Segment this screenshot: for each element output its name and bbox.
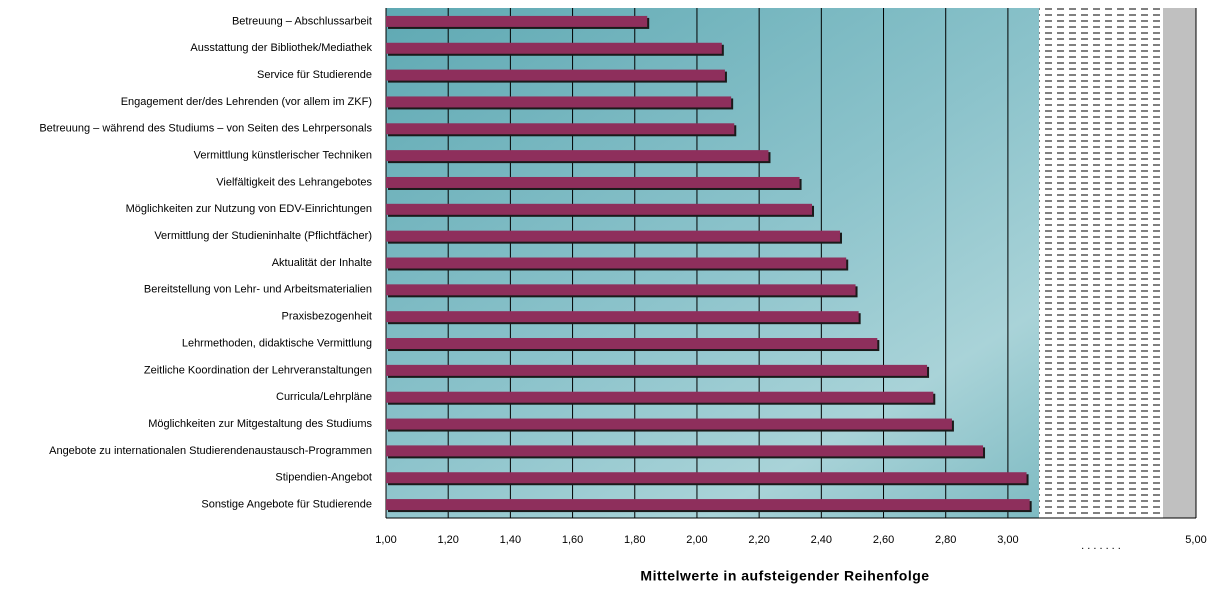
x-tick-label: 2,40 [811, 534, 832, 546]
x-tick-label: 2,60 [873, 534, 894, 546]
y-tick-label: Engagement der/des Lehrenden (vor allem … [121, 96, 372, 108]
bar [386, 15, 648, 27]
x-tick-label: 1,80 [624, 534, 645, 546]
axis-break [1039, 8, 1163, 518]
x-tick-label: 1,60 [562, 534, 583, 546]
y-tick-label: Möglichkeiten zur Mitgestaltung des Stud… [148, 418, 372, 430]
y-tick-label: Sonstige Angebote für Studierende [201, 498, 372, 510]
y-tick-label: Möglichkeiten zur Nutzung von EDV-Einric… [126, 203, 372, 215]
x-tick-label: 2,80 [935, 534, 956, 546]
axis-break-end [1163, 8, 1196, 518]
x-tick-label: 1,40 [500, 534, 521, 546]
bar [386, 364, 928, 376]
bar [386, 418, 952, 430]
x-tick-label: 1,20 [437, 534, 458, 546]
bar [386, 203, 813, 215]
y-tick-label: Betreuung – Abschlussarbeit [232, 15, 372, 27]
x-tick-label: 5,00 [1185, 534, 1206, 546]
y-tick-label: Praxisbezogenheit [281, 311, 372, 323]
x-tick-label: 3,00 [997, 534, 1018, 546]
bar [386, 445, 984, 457]
x-tick-label: 2,00 [686, 534, 707, 546]
bar [386, 176, 800, 188]
bar [386, 311, 859, 323]
y-tick-label: Lehrmethoden, didaktische Vermittlung [182, 337, 372, 349]
x-axis-title: Mittelwerte in aufsteigender Reihenfolge [640, 568, 929, 584]
y-tick-label: Curricula/Lehrpläne [276, 391, 372, 403]
y-tick-label: Vermittlung künstlerischer Techniken [194, 150, 372, 162]
bar [386, 499, 1030, 511]
bar [386, 391, 934, 403]
bar [386, 284, 856, 296]
bar [386, 338, 878, 350]
bar [386, 150, 769, 162]
y-tick-label: Vermittlung der Studieninhalte (Pflichtf… [154, 230, 372, 242]
y-tick-label: Service für Studierende [257, 69, 372, 81]
y-tick-label: Betreuung – während des Studiums – von S… [39, 123, 372, 135]
x-tick-label: 2,20 [748, 534, 769, 546]
y-tick-label: Zeitliche Koordination der Lehrveranstal… [144, 364, 372, 376]
y-tick-label: Stipendien-Angebot [275, 472, 372, 484]
axis-break-label: . . . . . . . [1081, 540, 1121, 552]
y-tick-label: Ausstattung der Bibliothek/Mediathek [190, 42, 372, 54]
bar [386, 257, 847, 269]
bar [386, 96, 732, 108]
bar [386, 230, 840, 242]
bar [386, 123, 735, 135]
y-tick-label: Vielfältigkeit des Lehrangebotes [216, 176, 372, 188]
bar [386, 42, 722, 54]
y-tick-label: Bereitstellung von Lehr- und Arbeitsmate… [144, 284, 372, 296]
y-tick-label: Angebote zu internationalen Studierenden… [49, 445, 372, 457]
bar [386, 69, 725, 81]
y-tick-label: Aktualität der Inhalte [272, 257, 372, 269]
x-tick-label: 1,00 [375, 534, 396, 546]
bar [386, 472, 1027, 484]
